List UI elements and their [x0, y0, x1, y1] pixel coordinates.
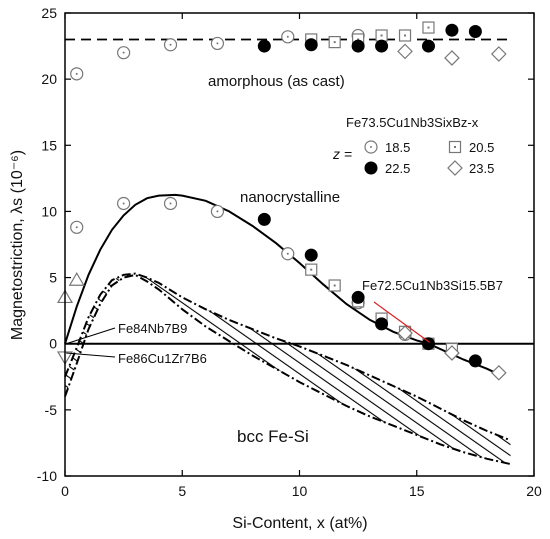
y-tick-label: 25: [41, 5, 57, 21]
legend-marker-22.5: [364, 161, 378, 175]
point-circle-filled-2-11: [421, 337, 435, 351]
annotation-nanocrystalline: nanocrystalline: [240, 189, 340, 206]
point-square-open-1-1: [328, 36, 341, 49]
point-square-open-1-7: [328, 279, 341, 292]
point-diamond-open-3-1: [444, 50, 460, 66]
point-circle-open-0-0: [70, 67, 84, 81]
point-circle-filled-2-6: [468, 25, 482, 39]
point-circle-filled-2-5: [445, 23, 459, 37]
y-tick-label: 5: [49, 270, 57, 286]
tick-layer: 0 5 10 15 20 -10 -5 0 5 10 15 20 25: [37, 5, 542, 499]
plot-layer: [56, 21, 534, 466]
point-circle-open-0-9: [210, 204, 225, 219]
bcc-upper-curve: [64, 272, 511, 442]
bcc-lower-curve: [64, 273, 511, 466]
x-axis-label: Si-Content, x (at%): [232, 515, 367, 532]
fe84-pointer-line: [66, 327, 116, 345]
legend-label-20.5: 20.5: [469, 140, 494, 155]
x-tick-label: 15: [409, 483, 425, 499]
x-tick-label: 5: [178, 483, 186, 499]
point-diamond-open-3-5: [490, 364, 507, 381]
point-square-open-1-3: [375, 29, 388, 42]
point-circle-filled-2-4: [421, 39, 435, 53]
point-circle-filled-2-8: [304, 248, 318, 262]
y-tick-label: -5: [45, 402, 58, 418]
point-circle-filled-2-2: [351, 39, 365, 53]
legend-z-label: z =: [332, 146, 352, 162]
x-tick-label: 20: [526, 483, 542, 499]
point-diamond-open-3-2: [490, 46, 507, 62]
point-circle-filled-2-0: [257, 39, 271, 53]
point-diamond-open-3-4: [444, 345, 460, 361]
point-square-open-1-6: [305, 263, 318, 276]
y-tick-label: 10: [41, 203, 57, 219]
bcc-band: [65, 273, 511, 465]
point-circle-open-0-6: [70, 220, 84, 234]
point-circle-open-0-8: [163, 196, 178, 211]
point-circle-filled-2-7: [257, 212, 271, 226]
point-circle-filled-2-3: [375, 39, 389, 53]
point-circle-open-0-4: [281, 30, 295, 44]
y-tick-label: 15: [41, 137, 57, 153]
annotation-fe84: Fe84Nb7B9: [118, 321, 187, 336]
x-tick-label: 0: [61, 483, 69, 499]
y-tick-label: -10: [37, 468, 57, 484]
point-circle-filled-2-10: [375, 317, 389, 331]
point-square-open-1-4: [398, 29, 412, 42]
legend-title: Fe73.5Cu1Nb3SixBz-x: [346, 115, 479, 130]
point-circle-filled-2-1: [304, 38, 318, 52]
y-tick-label: 20: [41, 71, 57, 87]
legend-label-18.5: 18.5: [385, 140, 410, 155]
point-diamond-open-3-3: [397, 325, 413, 341]
legend-marker-18.5: [364, 140, 378, 154]
point-square-open-1-5: [422, 21, 435, 34]
legend-marker-23.5: [447, 160, 463, 176]
legend-label-23.5: 23.5: [469, 161, 494, 176]
legend: 18.5 20.5 22.5 23.5: [364, 140, 494, 176]
point-circle-open-0-10: [281, 247, 295, 261]
legend-label-22.5: 22.5: [385, 161, 410, 176]
x-tick-label: 10: [292, 483, 308, 499]
annotation-bcc-fe-si: bcc Fe-Si: [237, 427, 309, 446]
annotation-fe86: Fe86Cu1Zr7B6: [118, 351, 207, 366]
point-circle-filled-2-12: [468, 354, 482, 368]
point-circle-open-0-7: [117, 196, 131, 211]
point-diamond-open-3-0: [397, 43, 413, 60]
point-circle-open-0-2: [163, 38, 178, 52]
point-circle-filled-2-9: [351, 290, 365, 304]
annotation-amorphous: amorphous (as cast): [208, 73, 345, 90]
point-circle-open-0-1: [117, 46, 131, 60]
legend-marker-20.5: [448, 140, 462, 154]
point-circle-open-0-3: [210, 36, 225, 51]
annotation-fe72: Fe72.5Cu1Nb3Si15.5B7: [362, 278, 503, 293]
fe72-pointer-line: [373, 301, 430, 343]
y-tick-label: 0: [49, 336, 57, 352]
y-axis-label: Magnetostriction, λs (10⁻⁶): [9, 150, 26, 340]
point-triangle-up-open-4-1: [68, 272, 85, 286]
fe86-pointer-line: [66, 352, 116, 358]
